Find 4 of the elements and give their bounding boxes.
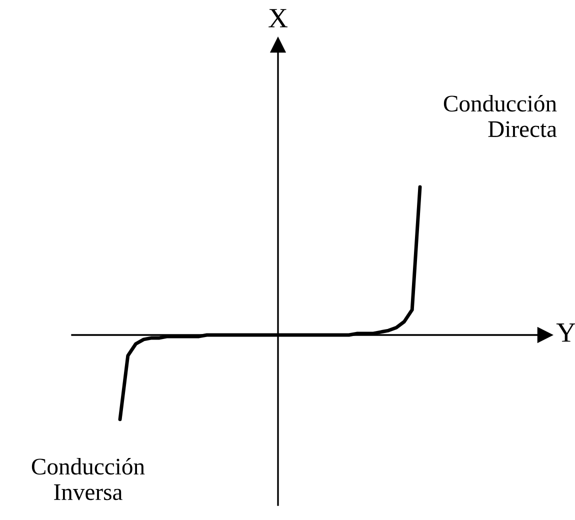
text: Conducción Inversa <box>32 458 145 500</box>
text: X <box>268 9 288 28</box>
x-axis-title: Y <box>556 323 575 342</box>
text: Conducción Directa <box>444 94 557 138</box>
